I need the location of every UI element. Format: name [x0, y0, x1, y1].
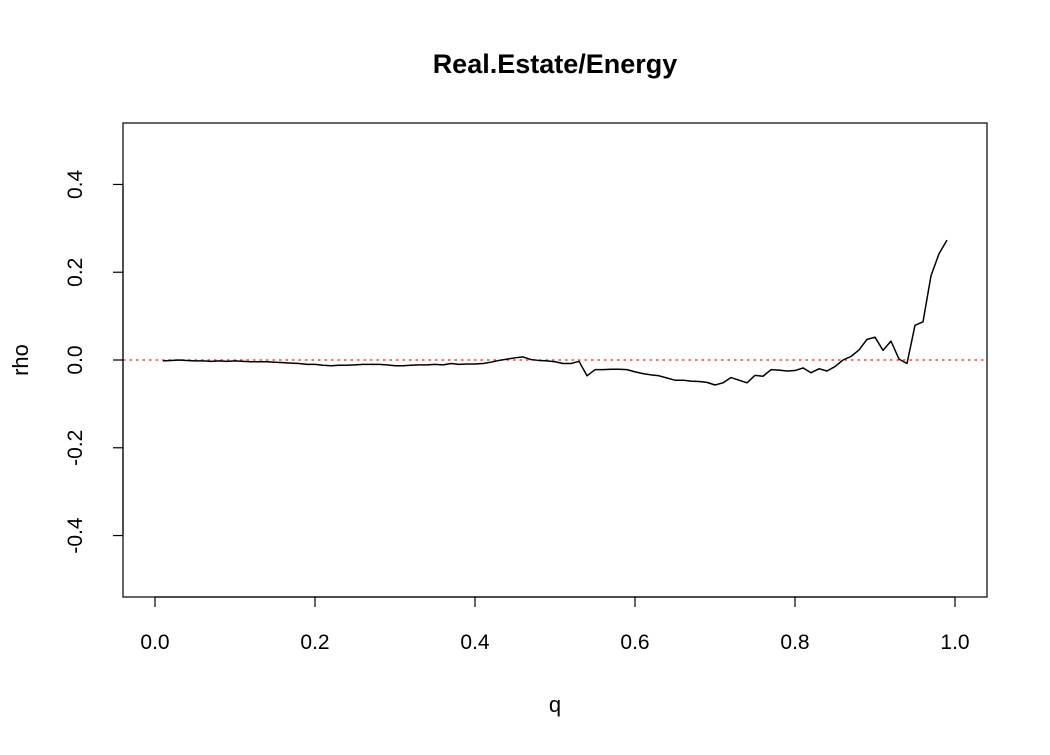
y-tick-label: 0.4 [64, 170, 87, 200]
y-tick-label: 0.0 [64, 345, 87, 374]
plot-frame [122, 122, 988, 598]
y-tick-label: -0.2 [64, 430, 87, 466]
series-line-0 [162, 239, 948, 386]
y-axis-label: rho [8, 344, 33, 376]
x-tick-label: 0.8 [780, 631, 809, 654]
x-tick-label: 0.0 [140, 631, 169, 654]
x-tick-label: 0.6 [620, 631, 649, 654]
x-axis: 0.0 0.2 0.4 0.6 0.8 1.0 [140, 596, 970, 654]
y-axis: -0.4 -0.2 0.0 0.2 0.4 [64, 170, 124, 554]
x-tick-label: 0.4 [460, 631, 490, 654]
y-tick-label: -0.4 [64, 517, 87, 554]
x-tick-label: 0.2 [300, 631, 329, 654]
x-tick-label: 1.0 [940, 631, 969, 654]
x-axis-label: q [549, 692, 561, 717]
series-layer [162, 239, 948, 386]
chart-title: Real.Estate/Energy [433, 49, 678, 79]
y-tick-label: 0.2 [64, 258, 87, 287]
